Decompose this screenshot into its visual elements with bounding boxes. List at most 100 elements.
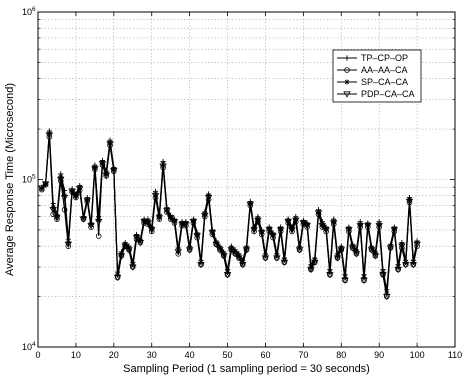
data-point bbox=[57, 176, 65, 184]
x-tick-label: 80 bbox=[336, 350, 346, 360]
data-point bbox=[357, 221, 363, 227]
data-point bbox=[136, 240, 145, 247]
data-point bbox=[246, 201, 254, 208]
data-point bbox=[144, 220, 152, 227]
legend-marker bbox=[344, 67, 350, 73]
data-point bbox=[280, 259, 289, 266]
x-tick-label: 50 bbox=[223, 350, 233, 360]
data-point bbox=[152, 191, 159, 197]
x-tick-label: 30 bbox=[147, 350, 157, 360]
data-point bbox=[185, 247, 194, 254]
legend: TP–CP–OP AA–AA–CA SP–CA–CA PDP–CA–CA bbox=[332, 49, 422, 103]
x-tick-label: 20 bbox=[109, 350, 119, 360]
data-point bbox=[311, 259, 319, 266]
data-point bbox=[183, 220, 189, 226]
data-point bbox=[193, 233, 201, 240]
data-point bbox=[49, 207, 57, 214]
x-tick-label: 0 bbox=[35, 350, 40, 360]
data-point bbox=[273, 255, 281, 262]
data-point bbox=[75, 186, 84, 193]
data-point bbox=[257, 230, 266, 237]
data-point bbox=[376, 221, 382, 227]
data-point bbox=[68, 188, 76, 195]
data-point bbox=[212, 241, 220, 248]
data-point bbox=[84, 196, 90, 203]
data-point bbox=[269, 233, 277, 240]
data-point bbox=[346, 225, 352, 232]
data-point bbox=[178, 221, 186, 228]
data-point bbox=[174, 249, 182, 256]
data-point bbox=[166, 215, 175, 222]
x-tick-label: 110 bbox=[448, 350, 462, 360]
data-point bbox=[323, 225, 329, 232]
data-point bbox=[190, 217, 197, 223]
data-point bbox=[141, 217, 147, 223]
data-point bbox=[288, 227, 296, 234]
data-point bbox=[220, 253, 228, 260]
data-point bbox=[58, 174, 64, 180]
data-point bbox=[409, 262, 418, 269]
data-point bbox=[223, 272, 232, 279]
data-point bbox=[163, 208, 171, 215]
data-point bbox=[197, 262, 205, 269]
legend-marker bbox=[344, 79, 350, 85]
data-point bbox=[45, 132, 54, 139]
data-point bbox=[242, 247, 251, 254]
data-point bbox=[250, 227, 258, 234]
legend-item: PDP–CA–CA bbox=[337, 89, 415, 99]
legend-item: SP–CA–CA bbox=[337, 77, 408, 87]
data-point bbox=[106, 141, 114, 148]
data-point bbox=[326, 272, 334, 279]
data-point bbox=[318, 223, 327, 230]
y-axis-title: Average Response Time (Microsecond) bbox=[4, 83, 16, 276]
data-point bbox=[129, 264, 137, 271]
x-axis-title: Sampling Period (1 sampling period = 30 … bbox=[123, 363, 370, 375]
data-point bbox=[265, 227, 273, 234]
data-point bbox=[216, 247, 224, 254]
data-point bbox=[329, 220, 338, 227]
legend-box bbox=[332, 49, 422, 103]
data-point bbox=[386, 245, 395, 252]
data-point bbox=[204, 194, 213, 202]
y-axis-ticks: 104 105 106 bbox=[22, 6, 455, 352]
data-point bbox=[39, 186, 45, 192]
data-point bbox=[46, 130, 52, 137]
data-point bbox=[83, 197, 91, 205]
data-point bbox=[402, 262, 410, 269]
legend-label: TP–CP–OP bbox=[361, 53, 408, 63]
data-point bbox=[107, 140, 113, 146]
legend-label: AA–AA–CA bbox=[361, 65, 408, 75]
data-point bbox=[365, 221, 371, 227]
data-point bbox=[307, 266, 315, 274]
data-point bbox=[91, 166, 99, 173]
data-point bbox=[394, 266, 402, 274]
data-point bbox=[331, 219, 337, 225]
data-point bbox=[399, 241, 405, 247]
data-point bbox=[151, 193, 160, 200]
data-point bbox=[41, 181, 50, 188]
data-point bbox=[352, 251, 361, 258]
data-point bbox=[125, 247, 133, 254]
x-tick-label: 90 bbox=[374, 350, 384, 360]
data-point bbox=[60, 194, 69, 202]
data-point bbox=[276, 227, 285, 234]
data-point bbox=[391, 225, 397, 232]
legend-label: PDP–CA–CA bbox=[361, 89, 415, 99]
data-point bbox=[379, 272, 387, 279]
data-point bbox=[278, 225, 284, 232]
data-point bbox=[98, 161, 107, 168]
data-point bbox=[315, 209, 322, 215]
data-point bbox=[117, 253, 126, 260]
data-point bbox=[300, 219, 306, 225]
data-point bbox=[405, 198, 414, 205]
data-point bbox=[337, 247, 345, 254]
data-point bbox=[113, 274, 122, 282]
data-point bbox=[239, 262, 247, 269]
data-point bbox=[64, 241, 73, 248]
data-point bbox=[390, 227, 399, 234]
x-tick-label: 10 bbox=[71, 350, 81, 360]
data-point bbox=[266, 225, 272, 232]
data-point bbox=[322, 227, 330, 234]
data-point bbox=[201, 212, 209, 220]
data-point bbox=[95, 233, 102, 239]
